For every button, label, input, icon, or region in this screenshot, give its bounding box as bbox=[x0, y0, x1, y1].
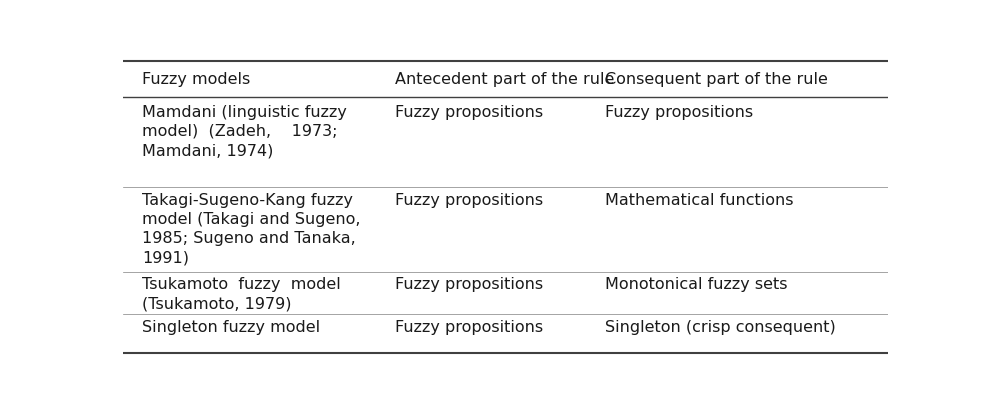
Text: Monotonical fuzzy sets: Monotonical fuzzy sets bbox=[604, 277, 787, 292]
Text: Singleton (crisp consequent): Singleton (crisp consequent) bbox=[604, 320, 835, 335]
Text: Antecedent part of the rule: Antecedent part of the rule bbox=[394, 72, 613, 87]
Text: Singleton fuzzy model: Singleton fuzzy model bbox=[142, 320, 320, 335]
Text: Consequent part of the rule: Consequent part of the rule bbox=[604, 72, 827, 87]
Text: Fuzzy propositions: Fuzzy propositions bbox=[604, 105, 752, 120]
Text: Fuzzy propositions: Fuzzy propositions bbox=[394, 193, 542, 208]
Text: Fuzzy propositions: Fuzzy propositions bbox=[394, 320, 542, 335]
Text: Mamdani (linguistic fuzzy
model)  (Zadeh,    1973;
Mamdani, 1974): Mamdani (linguistic fuzzy model) (Zadeh,… bbox=[142, 105, 347, 158]
Text: Fuzzy propositions: Fuzzy propositions bbox=[394, 277, 542, 292]
Text: Fuzzy propositions: Fuzzy propositions bbox=[394, 105, 542, 120]
Text: Takagi-Sugeno-Kang fuzzy
model (Takagi and Sugeno,
1985; Sugeno and Tanaka,
1991: Takagi-Sugeno-Kang fuzzy model (Takagi a… bbox=[142, 193, 361, 265]
Text: Mathematical functions: Mathematical functions bbox=[604, 193, 793, 208]
Text: Tsukamoto  fuzzy  model
(Tsukamoto, 1979): Tsukamoto fuzzy model (Tsukamoto, 1979) bbox=[142, 277, 341, 311]
Text: Fuzzy models: Fuzzy models bbox=[142, 72, 250, 87]
